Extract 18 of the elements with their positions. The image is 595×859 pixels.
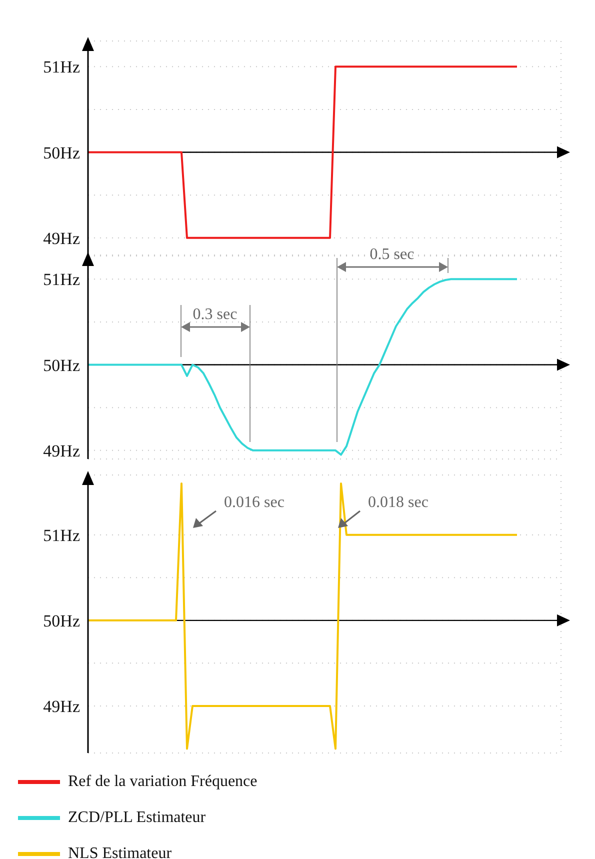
- y-tick-label: 51Hz: [43, 270, 80, 290]
- y-tick-label: 49Hz: [43, 228, 80, 248]
- y-tick-label: 50Hz: [43, 611, 80, 630]
- annotation: 0.016 sec: [224, 494, 284, 511]
- y-tick-label: 49Hz: [43, 441, 80, 460]
- annotation: 0.5 sec: [370, 246, 414, 263]
- line-series: [88, 278, 518, 456]
- legend-label: ZCD/PLL Estimateur: [68, 809, 206, 827]
- y-tick-label: 51Hz: [43, 58, 80, 77]
- y-tick-label: 49Hz: [43, 696, 80, 716]
- y-tick-label: 50Hz: [43, 356, 80, 375]
- y-tick-label: 50Hz: [43, 143, 80, 162]
- y-tick-label: 51Hz: [43, 526, 80, 545]
- annotation: 0.3 sec: [192, 306, 238, 323]
- legend-label: Ref de la variation Fréquence: [68, 773, 258, 791]
- legend-label: NLS Estimateur: [68, 845, 172, 859]
- annotation: 0.018 sec: [368, 494, 428, 511]
- line-series: [88, 482, 518, 750]
